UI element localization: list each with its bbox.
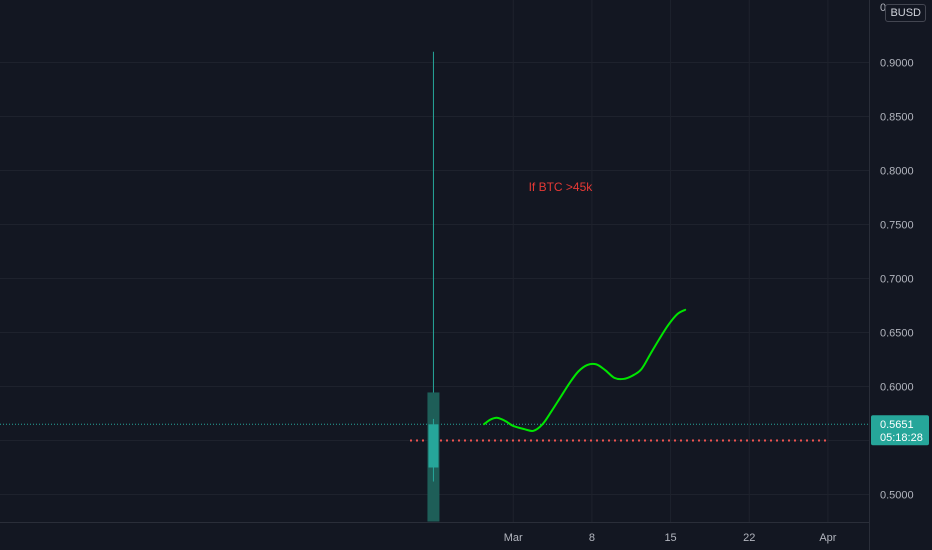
last-price-badge — [871, 415, 929, 446]
candles[interactable] — [427, 51, 440, 522]
currency-button[interactable]: BUSD — [885, 4, 926, 22]
price-axis[interactable]: 0.50000.55000.60000.65000.70000.75000.80… — [869, 0, 914, 550]
x-tick-label: 15 — [664, 532, 676, 544]
x-tick-label: 8 — [589, 532, 595, 544]
y-tick-label: 0.8000 — [880, 166, 914, 178]
projection-path — [483, 308, 687, 432]
y-tick-label: 0.5000 — [880, 490, 914, 502]
y-tick-label: 0.6500 — [880, 328, 914, 340]
x-tick-label: Mar — [504, 532, 523, 544]
price-levels — [0, 423, 869, 442]
time-axis[interactable]: Mar 8 15 22 Apr — [0, 522, 869, 545]
last-price-label: 0.5651 — [880, 419, 914, 431]
y-tick-label: 0.9000 — [880, 58, 914, 70]
annotation-text: If BTC >45k — [529, 180, 594, 194]
projection-line — [483, 308, 687, 432]
countdown-label: 05:18:28 — [880, 432, 923, 444]
y-tick-label: 0.8500 — [880, 112, 914, 124]
annotations: If BTC >45k — [529, 180, 594, 194]
y-tick-label-partial: 0 — [880, 2, 887, 14]
candle-body[interactable] — [428, 424, 439, 468]
y-tick-label: 0.6000 — [880, 382, 914, 394]
x-tick-label: Apr — [819, 532, 836, 544]
y-tick-label: 0.7500 — [880, 220, 914, 232]
grid — [0, 0, 869, 522]
y-tick-label: 0.7000 — [880, 274, 914, 286]
x-tick-label: 22 — [743, 532, 755, 544]
